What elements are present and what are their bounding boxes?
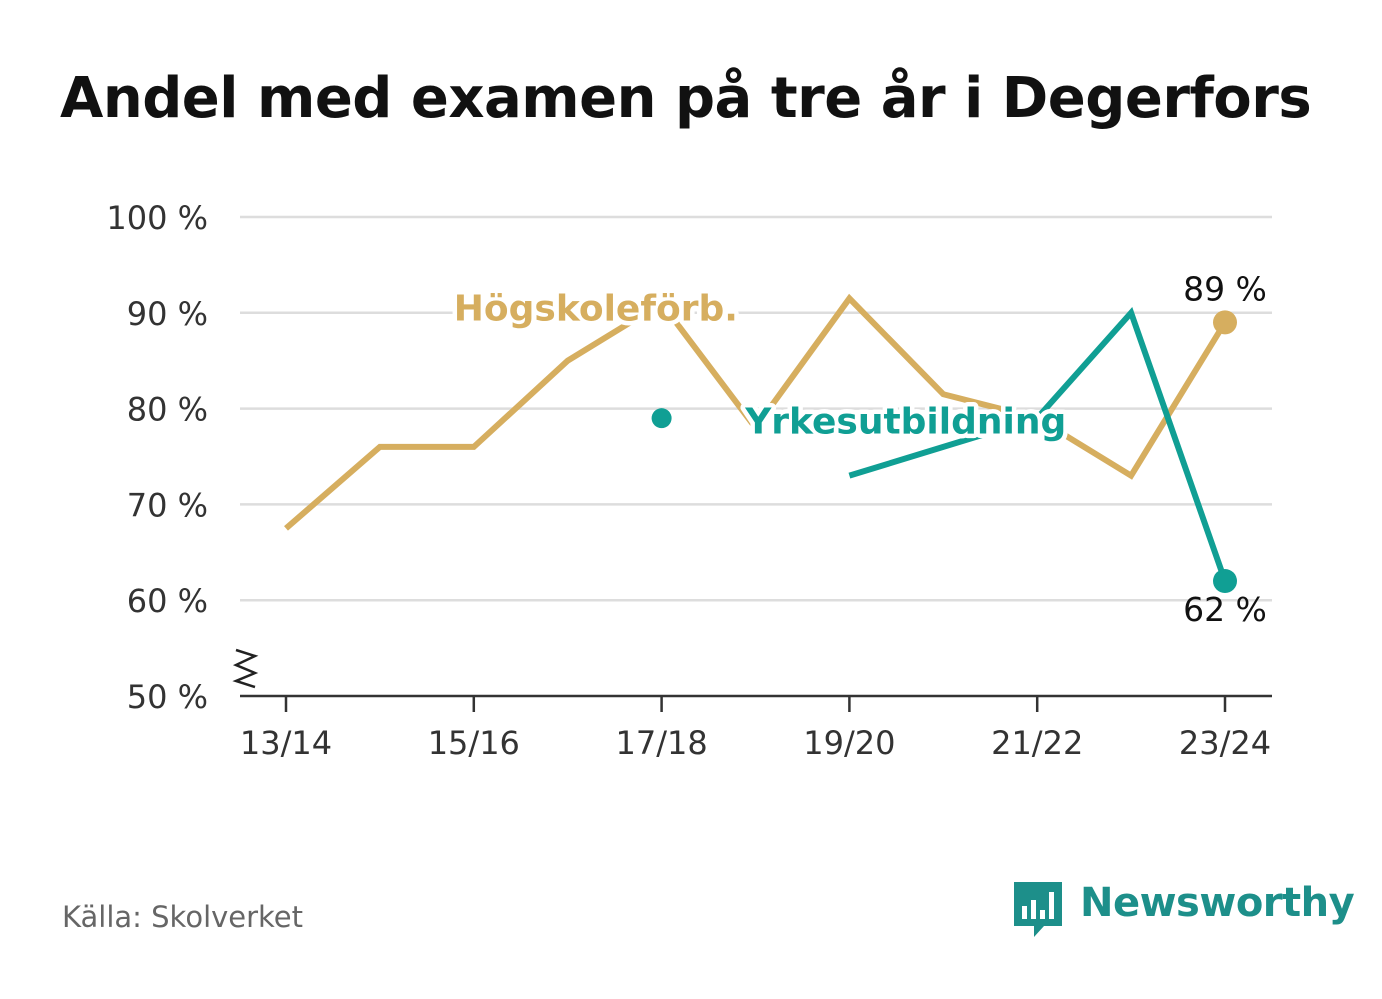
y-tick-label: 60 % bbox=[127, 582, 208, 620]
gridlines bbox=[240, 215, 1272, 602]
x-tick-label: 15/16 bbox=[428, 724, 520, 762]
yrkes-line bbox=[848, 307, 1228, 583]
y-axis-break-icon bbox=[232, 648, 259, 689]
yrkes-point bbox=[651, 408, 672, 429]
x-axis: 13/14 15/16 17/18 19/20 21/22 23/24 bbox=[232, 648, 1272, 762]
y-tick-label: 80 % bbox=[127, 391, 208, 429]
x-tick-label: 21/22 bbox=[991, 724, 1083, 762]
bar-chart-speech-bubble-icon bbox=[1014, 882, 1062, 937]
y-tick-label: 90 % bbox=[127, 295, 208, 333]
hogskole-end-label: 89 % bbox=[1183, 269, 1267, 308]
hogskole-end-point bbox=[1213, 310, 1237, 335]
series-labels: 89 % 62 % Högskoleförb. Yrkesutbildning bbox=[449, 269, 1267, 629]
series-lines bbox=[284, 293, 1228, 583]
y-axis-tick-labels: 50 % 60 % 70 % 80 % 90 % 100 % bbox=[106, 199, 208, 716]
x-tick-label: 13/14 bbox=[240, 724, 332, 762]
line-chart: 50 % 60 % 70 % 80 % 90 % 100 % 13/14 15/16 17/1… bbox=[106, 199, 1272, 762]
x-tick-label: 17/18 bbox=[615, 724, 707, 762]
hogskole-series-label: Högskoleförb. bbox=[454, 288, 738, 329]
hogskole-line bbox=[284, 293, 1228, 531]
y-tick-label: 100 % bbox=[106, 199, 208, 237]
x-tick-label: 23/24 bbox=[1179, 724, 1271, 762]
y-tick-label: 70 % bbox=[127, 486, 208, 524]
x-tick-label: 19/20 bbox=[803, 724, 895, 762]
yrkes-end-label: 62 % bbox=[1183, 590, 1267, 629]
yrkes-end-point bbox=[1213, 569, 1237, 594]
source-note: Källa: Skolverket bbox=[62, 900, 304, 934]
brand-name: Newsworthy bbox=[1080, 880, 1355, 926]
y-tick-label: 50 % bbox=[127, 678, 208, 716]
chart-title: Andel med examen på tre år i Degerfors bbox=[60, 66, 1312, 131]
yrkes-series-label: Yrkesutbildning bbox=[744, 402, 1066, 443]
